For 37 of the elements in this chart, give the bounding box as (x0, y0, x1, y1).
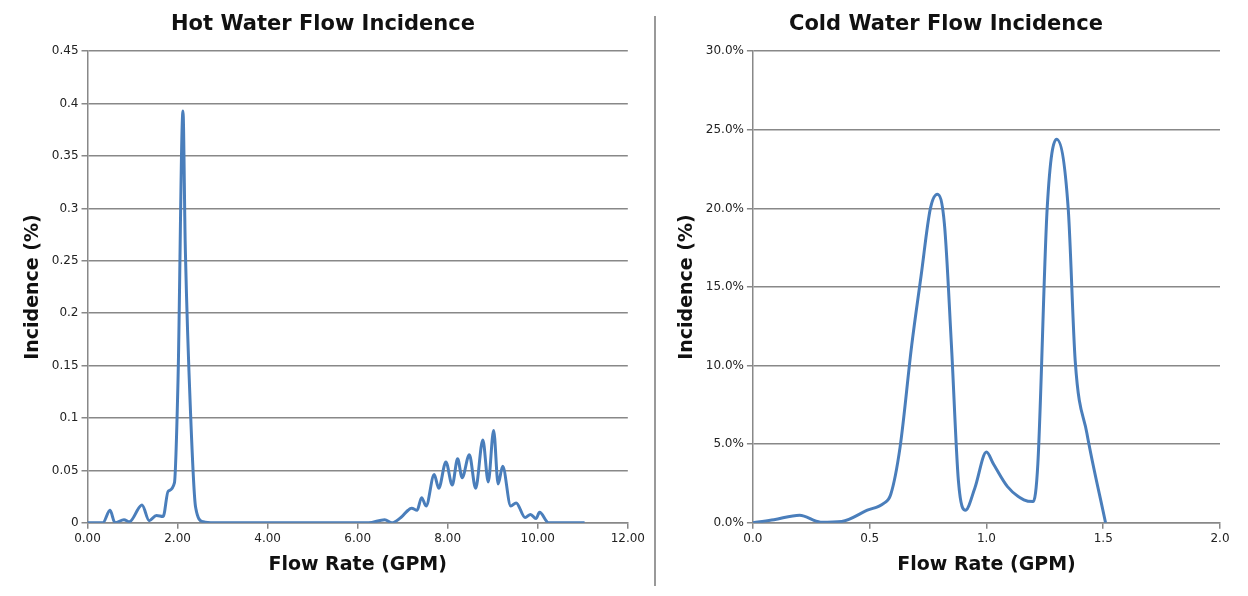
y-tick-label: 20.0% (705, 200, 744, 215)
chart-title: Cold Water Flow Incidence (789, 11, 1103, 36)
x-tick-label: 1.0 (976, 531, 997, 546)
y-tick-label: 0.05 (51, 462, 79, 477)
y-axis-title: Incidence (%) (20, 214, 43, 360)
y-tick-label: 15.0% (705, 279, 744, 294)
y-tick-label: 0.0% (713, 514, 744, 529)
x-tick-label: 8.00 (434, 531, 462, 546)
y-tick-label: 0.15 (51, 357, 79, 372)
x-tick-label: 12.00 (610, 531, 645, 546)
y-tick-label: 0.4 (59, 95, 79, 110)
x-tick-label: 2.00 (164, 531, 191, 546)
x-tick-label: 2.0 (1210, 531, 1230, 546)
y-tick-label: 0.25 (51, 252, 79, 267)
x-tick-label: 10.00 (520, 531, 555, 546)
y-tick-label: 25.0% (705, 121, 744, 136)
y-tick-label: 0.35 (51, 148, 79, 163)
y-tick-label: 0.45 (51, 43, 79, 58)
line-series (752, 137, 1108, 523)
x-tick-label: 6.00 (344, 531, 372, 546)
x-tick-label: 4.00 (254, 531, 281, 546)
line-series (87, 109, 587, 523)
y-axis-title: Incidence (%) (674, 214, 697, 360)
x-axis-title: Flow Rate (GPM) (268, 551, 447, 574)
x-axis-title: Flow Rate (GPM) (897, 551, 1076, 574)
y-tick-label: 0.1 (59, 410, 79, 425)
y-tick-label: 5.0% (713, 436, 744, 451)
x-tick-label: 0.0 (743, 531, 763, 546)
y-tick-label: 0.3 (59, 200, 79, 215)
x-tick-label: 0.5 (860, 531, 880, 546)
chart-title: Hot Water Flow Incidence (171, 11, 475, 36)
y-tick-label: 0 (70, 514, 79, 529)
y-tick-label: 10.0% (705, 357, 744, 372)
y-tick-label: 30.0% (705, 43, 744, 58)
x-tick-label: 0.00 (74, 531, 101, 546)
x-tick-label: 1.5 (1093, 531, 1113, 546)
y-tick-label: 0.2 (59, 305, 79, 320)
